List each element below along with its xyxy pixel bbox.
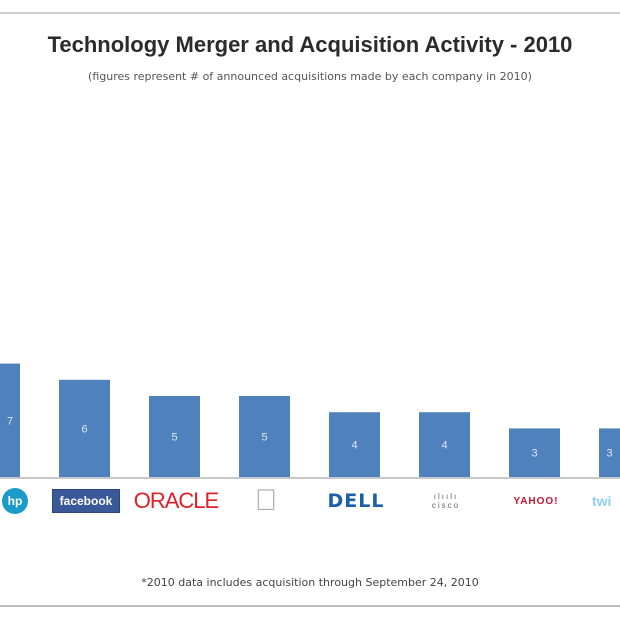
bar-dell — [329, 412, 380, 477]
dell-logo-text: DELL — [327, 490, 385, 512]
logo-apple:  — [221, 484, 311, 518]
bar-cisco — [419, 412, 470, 477]
bar-yahoo — [509, 428, 560, 477]
yahoo-logo-text: YAHOO! — [513, 495, 559, 507]
frame-bottom-border — [0, 605, 620, 607]
logo-twitter: twi — [592, 486, 620, 516]
oracle-logo-text: ORACLE — [133, 488, 219, 513]
chart-title: Technology Merger and Acquisition Activi… — [47, 32, 573, 57]
twitter-logo-text: twi — [592, 493, 612, 509]
footnote: *2010 data includes acquisition through … — [141, 576, 479, 589]
bar-value-label: 3 — [531, 448, 537, 460]
hp-logo-mark: hp — [2, 488, 28, 514]
facebook-logo-text: facebook — [51, 489, 121, 513]
bar-value-label: 7 — [7, 415, 13, 427]
logo-oracle: ORACLE — [131, 486, 221, 516]
bar-value-label: 3 — [606, 448, 612, 460]
logo-yahoo: YAHOO! — [491, 486, 581, 516]
cisco-bars-icon: ılıılı — [433, 492, 459, 501]
bar-hp — [0, 363, 20, 477]
bar-value-label: 5 — [171, 432, 177, 444]
apple-icon:  — [255, 484, 278, 518]
bar-facebook — [59, 379, 110, 477]
bar-apple — [239, 396, 290, 477]
bar-oracle — [149, 396, 200, 477]
logo-facebook: facebook — [41, 486, 131, 516]
bar-value-label: 4 — [351, 440, 357, 452]
bar-value-label: 6 — [81, 423, 87, 435]
frame-top-border — [0, 12, 620, 14]
bar-value-label: 4 — [441, 440, 447, 452]
chart-subtitle: (figures represent # of announced acquis… — [88, 70, 532, 83]
logo-cisco: ılıılı cisco — [401, 486, 491, 516]
bar-value-label: 5 — [261, 432, 267, 444]
bar-twitter — [599, 428, 620, 477]
cisco-logo-text: cisco — [431, 501, 461, 510]
logo-hp: hp — [0, 486, 30, 516]
logo-dell: DELL — [311, 486, 401, 516]
